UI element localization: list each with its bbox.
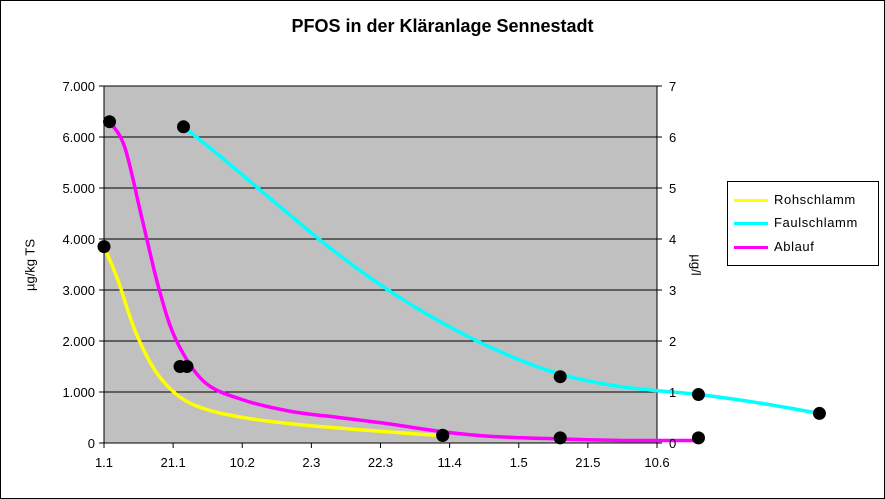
x-tick-label-8: 10.6 — [644, 455, 669, 470]
gridlines — [104, 85, 657, 393]
legend-swatch-faulschlamm — [734, 222, 768, 225]
chart-title: PFOS in der Kläranlage Sennestadt — [291, 16, 594, 36]
tick-labels: 0 0 1.000 1 2.000 2 3.000 3 4.000 4 5.000 5 6.000 6 7.… — [62, 79, 676, 470]
legend-swatch-ablauf — [734, 246, 768, 249]
legend-swatch-rohschlamm — [734, 199, 768, 202]
data-point-faulschlamm-1 — [553, 370, 567, 384]
legend-item-faulschlamm: Faulschlamm — [728, 213, 878, 233]
x-tick-label-0: 1.1 — [95, 455, 113, 470]
data-point-rohschlamm-0 — [97, 240, 111, 254]
data-point-ablauf-3 — [553, 431, 567, 445]
x-tick-label-2: 10.2 — [230, 455, 255, 470]
y-right-tick-label-4: 4 — [669, 232, 676, 247]
y-left-tick-label-0: 0 — [88, 436, 95, 451]
y-right-tick-label-5: 5 — [669, 181, 676, 196]
y-left-tick-label-2: 2.000 — [62, 334, 95, 349]
x-tick-label-5: 11.4 — [437, 455, 461, 470]
data-point-faulschlamm-2 — [691, 388, 705, 402]
legend-item-ablauf: Ablauf — [728, 237, 878, 257]
y-left-tick-label-4: 4.000 — [62, 232, 95, 247]
y-left-tick-label-1: 1.000 — [62, 385, 95, 400]
legend: Rohschlamm Faulschlamm Ablauf — [727, 181, 879, 266]
data-point-faulschlamm-3 — [812, 406, 826, 420]
y-right-tick-label-2: 2 — [669, 334, 676, 349]
data-point-faulschlamm-0 — [176, 120, 190, 134]
y-right-tick-label-6: 6 — [669, 130, 676, 145]
data-point-ablauf-1 — [180, 360, 194, 373]
legend-item-rohschlamm: Rohschlamm — [728, 190, 878, 210]
y-right-tick-label-1: 1 — [669, 385, 676, 400]
x-tick-label-4: 22.3 — [368, 455, 393, 470]
y-left-tick-label-7: 7.000 — [62, 79, 95, 94]
series-line-ablauf — [107, 119, 701, 443]
x-tick-label-6: 1.5 — [510, 455, 528, 470]
y-left-tick-label-6: 6.000 — [62, 130, 95, 145]
data-point-ablauf-4 — [691, 431, 705, 445]
y-right-tick-label-3: 3 — [669, 283, 676, 298]
legend-label-ablauf: Ablauf — [774, 239, 815, 254]
data-point-ablauf-2 — [436, 428, 450, 442]
x-tick-label-7: 21.5 — [575, 455, 600, 470]
x-tick-label-3: 2.3 — [302, 455, 320, 470]
data-point-ablauf-0 — [103, 115, 117, 129]
y-left-tick-label-5: 5.000 — [62, 181, 95, 196]
legend-label-faulschlamm: Faulschlamm — [774, 215, 858, 230]
y-left-tick-label-3: 3.000 — [62, 283, 95, 298]
legend-label-rohschlamm: Rohschlamm — [774, 192, 856, 207]
data-markers — [97, 115, 826, 445]
series-line-rohschlamm — [102, 244, 445, 438]
y-right-tick-label-0: 0 — [669, 436, 676, 451]
x-tick-label-1: 21.1 — [160, 455, 185, 470]
plot-area — [103, 85, 658, 444]
axes — [99, 85, 662, 448]
y-right-tick-label-7: 7 — [669, 79, 676, 94]
